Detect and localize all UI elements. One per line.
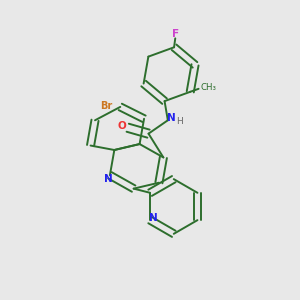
Text: N: N bbox=[104, 174, 113, 184]
Text: H: H bbox=[176, 117, 182, 126]
Text: Br: Br bbox=[100, 101, 112, 111]
Text: N: N bbox=[149, 213, 158, 223]
Text: F: F bbox=[172, 29, 179, 39]
Text: O: O bbox=[118, 121, 127, 131]
Text: N: N bbox=[167, 113, 176, 123]
Text: CH₃: CH₃ bbox=[201, 83, 217, 92]
